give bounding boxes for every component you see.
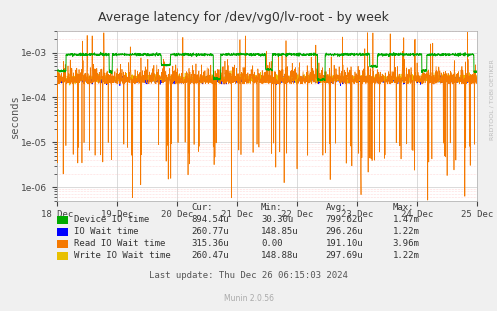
Text: 1.22m: 1.22m (393, 227, 419, 236)
Text: 1.47m: 1.47m (393, 216, 419, 224)
Text: Min:: Min: (261, 203, 282, 212)
Text: Avg:: Avg: (326, 203, 347, 212)
Text: 799.62u: 799.62u (326, 216, 363, 224)
Text: RRDTOOL / TOBI OETIKER: RRDTOOL / TOBI OETIKER (490, 59, 495, 140)
Text: Average latency for /dev/vg0/lv-root - by week: Average latency for /dev/vg0/lv-root - b… (98, 11, 389, 24)
Text: 0.00: 0.00 (261, 239, 282, 248)
Text: Write IO Wait time: Write IO Wait time (74, 251, 170, 260)
Text: 315.36u: 315.36u (191, 239, 229, 248)
Text: Cur:: Cur: (191, 203, 213, 212)
Text: 148.88u: 148.88u (261, 251, 299, 260)
Text: 148.85u: 148.85u (261, 227, 299, 236)
Text: 1.22m: 1.22m (393, 251, 419, 260)
Text: 894.54u: 894.54u (191, 216, 229, 224)
Text: Max:: Max: (393, 203, 414, 212)
Text: 30.30u: 30.30u (261, 216, 293, 224)
Text: 260.47u: 260.47u (191, 251, 229, 260)
Text: Last update: Thu Dec 26 06:15:03 2024: Last update: Thu Dec 26 06:15:03 2024 (149, 271, 348, 280)
Text: 3.96m: 3.96m (393, 239, 419, 248)
Y-axis label: seconds: seconds (10, 94, 20, 138)
Text: 260.77u: 260.77u (191, 227, 229, 236)
Text: 191.10u: 191.10u (326, 239, 363, 248)
Text: 297.69u: 297.69u (326, 251, 363, 260)
Text: Device IO time: Device IO time (74, 216, 149, 224)
Text: IO Wait time: IO Wait time (74, 227, 138, 236)
Text: Munin 2.0.56: Munin 2.0.56 (224, 294, 273, 303)
Text: 296.26u: 296.26u (326, 227, 363, 236)
Text: Read IO Wait time: Read IO Wait time (74, 239, 165, 248)
